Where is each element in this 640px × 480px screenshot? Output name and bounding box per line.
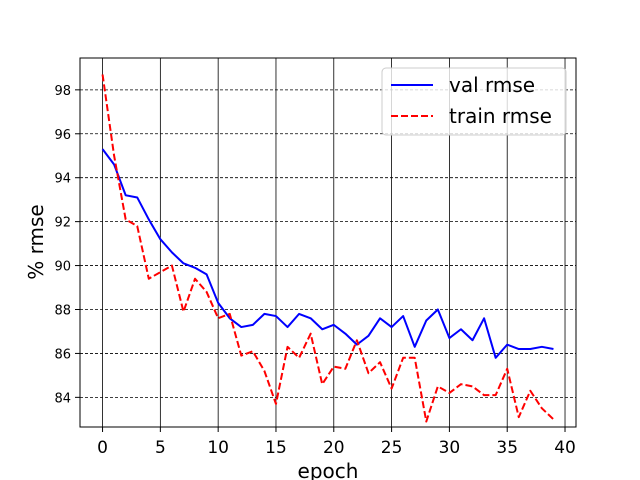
y-tick-label: 84: [54, 391, 71, 406]
y-tick-label: 88: [54, 303, 71, 318]
x-tick-label: 20: [323, 438, 345, 458]
y-tick-label: 94: [54, 172, 71, 187]
series-line-train-rmse: [101, 74, 555, 423]
x-tick-label: 15: [265, 438, 287, 458]
y-tick-label: 96: [54, 128, 71, 143]
legend: val rmse train rmse: [381, 67, 567, 136]
x-tick-label: 0: [97, 438, 108, 458]
x-tick-label: 25: [381, 438, 403, 458]
y-tick-label: 92: [54, 216, 71, 231]
axis-ticks: 0 5 10 15 20 25 30 35 40 84 86 88 90 92 94 96 98: [54, 84, 575, 458]
y-tick-label: 86: [54, 347, 71, 362]
x-tick-label: 30: [439, 438, 461, 458]
x-axis-label: epoch: [298, 459, 359, 480]
series-line-val-rmse: [101, 148, 554, 359]
series-lines: [101, 74, 555, 423]
x-tick-label: 5: [155, 438, 166, 458]
x-tick-label: 10: [207, 438, 229, 458]
y-tick-label: 98: [54, 84, 71, 99]
x-tick-label: 40: [554, 438, 576, 458]
x-tick-label: 35: [496, 438, 518, 458]
y-tick-label: 90: [54, 260, 71, 275]
legend-label-train-rmse: train rmse: [449, 104, 552, 128]
legend-label-val-rmse: val rmse: [449, 73, 535, 97]
plot-frame: [79, 57, 577, 428]
y-axis-label: % rmse: [24, 204, 48, 279]
